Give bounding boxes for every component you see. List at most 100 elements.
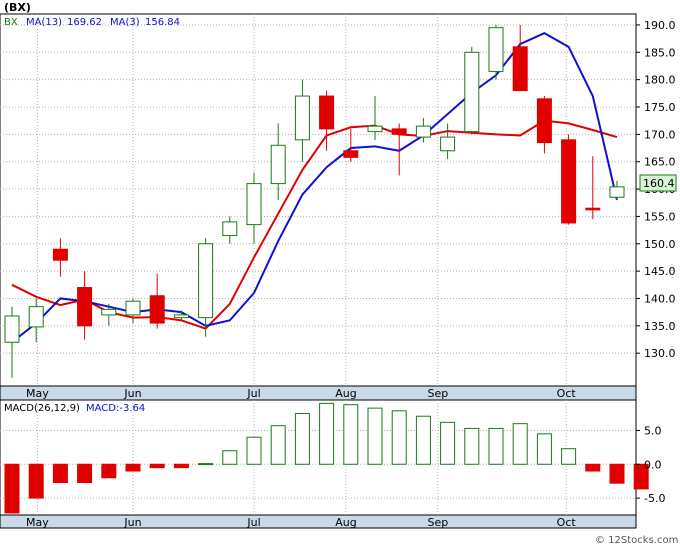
macd-panel	[0, 399, 637, 516]
candle	[561, 134, 577, 225]
candle-body	[512, 46, 528, 92]
candle-body	[77, 287, 93, 327]
macd-bar	[415, 415, 431, 465]
macd-label: MACD(26,12,9)	[4, 403, 80, 414]
candle	[512, 24, 528, 92]
grid	[0, 14, 636, 515]
price-xtick-label: Jun	[123, 387, 141, 400]
legend-ticker: BX	[4, 17, 18, 28]
price-xtick-label: May	[26, 387, 49, 400]
candle	[270, 123, 286, 200]
candle	[585, 156, 601, 220]
candle-body	[125, 300, 141, 316]
price-ytick-label: 180.0	[644, 74, 676, 87]
macd-bar	[28, 463, 44, 499]
candle-body	[319, 95, 335, 130]
candle-body	[52, 248, 68, 261]
candle	[464, 46, 480, 135]
last-price-value: 160.4	[643, 177, 675, 190]
last-price-box	[639, 174, 677, 192]
macd-bar	[536, 433, 552, 465]
macd-ytick-label: 5.0	[644, 424, 662, 437]
candle-body	[294, 95, 310, 141]
macd-ytick-label: 0.0	[644, 458, 662, 471]
price-ytick-label: 170.0	[644, 128, 676, 141]
candle-body	[561, 139, 577, 224]
macd-bar	[464, 427, 480, 465]
candle-body	[4, 315, 20, 343]
watermark: © 12Stocks.com	[595, 535, 678, 546]
candle-body	[440, 136, 456, 152]
candle-body	[391, 128, 407, 135]
candle-body	[585, 207, 601, 211]
candle	[173, 310, 189, 321]
macd-bar	[270, 425, 286, 465]
macd-bar	[367, 407, 383, 465]
macd-bar	[488, 427, 504, 465]
macd-xaxis-bar	[0, 514, 637, 529]
macd-y-ticks: 5.0 0.0 -5.0	[636, 424, 665, 505]
price-xtick-label: Sep	[428, 387, 449, 400]
macd-bar	[77, 463, 93, 484]
macd-bar	[246, 436, 262, 465]
macd-bar	[222, 450, 238, 465]
macd-bar	[512, 423, 528, 465]
candle-body	[367, 125, 383, 133]
price-ytick-label: 150.0	[644, 238, 676, 251]
macd-bar	[198, 463, 214, 466]
candle-body	[198, 243, 214, 319]
candle	[415, 117, 431, 143]
candle-body	[101, 308, 117, 316]
macd-bar	[343, 404, 359, 465]
macd-bar	[294, 413, 310, 465]
candle-body	[609, 186, 625, 198]
price-ytick-label: 140.0	[644, 292, 676, 305]
legend-ma-slow-label: MA(13)	[26, 17, 62, 28]
macd-bar	[440, 421, 456, 465]
candle	[319, 90, 335, 151]
price-ytick-label: 155.0	[644, 210, 676, 223]
candle	[609, 180, 625, 200]
candle	[77, 271, 93, 340]
candle	[4, 306, 20, 378]
price-ytick-label: 190.0	[644, 19, 676, 32]
candle	[367, 96, 383, 140]
candle-body	[149, 295, 165, 324]
candle	[246, 172, 262, 244]
x-ticks: May May Jun Jun Jul Jul Aug Aug Sep Sep Oct Oct	[26, 387, 576, 529]
candle	[536, 96, 552, 154]
chart-title: (BX)	[4, 1, 31, 14]
candle-body	[464, 51, 480, 133]
macd-bar	[585, 463, 601, 472]
macd-bar	[52, 463, 68, 484]
candle	[391, 123, 407, 176]
macd-value-label: MACD:-3.64	[86, 403, 145, 414]
candle-body	[246, 183, 262, 226]
candle	[488, 24, 504, 80]
macd-xtick-label: Jun	[123, 516, 141, 529]
macd-bar	[149, 463, 165, 469]
macd-bar	[609, 463, 625, 484]
candle	[149, 273, 165, 329]
macd-bar	[101, 463, 117, 479]
candle	[198, 238, 214, 337]
price-xaxis-bar	[0, 385, 637, 401]
candles	[4, 24, 625, 378]
candle	[28, 298, 44, 343]
price-xtick-label: Oct	[557, 387, 577, 400]
legend-ma-fast-label: MA(3)	[110, 17, 140, 28]
macd-bar	[319, 402, 335, 465]
price-ytick-label: 130.0	[644, 347, 676, 360]
price-ytick-label: 165.0	[644, 156, 676, 169]
candle-body	[415, 125, 431, 138]
macd-bar	[633, 463, 649, 490]
price-ytick-label: 135.0	[644, 320, 676, 333]
macd-xtick-label: Sep	[428, 516, 449, 529]
candle-body	[28, 306, 44, 328]
price-y-ticks: 130.0135.0140.0145.0150.0155.0160.0165.0…	[636, 19, 676, 360]
price-panel	[0, 13, 637, 387]
candle	[125, 298, 141, 324]
price-ytick-label: 175.0	[644, 101, 676, 114]
macd-bars	[4, 402, 649, 514]
